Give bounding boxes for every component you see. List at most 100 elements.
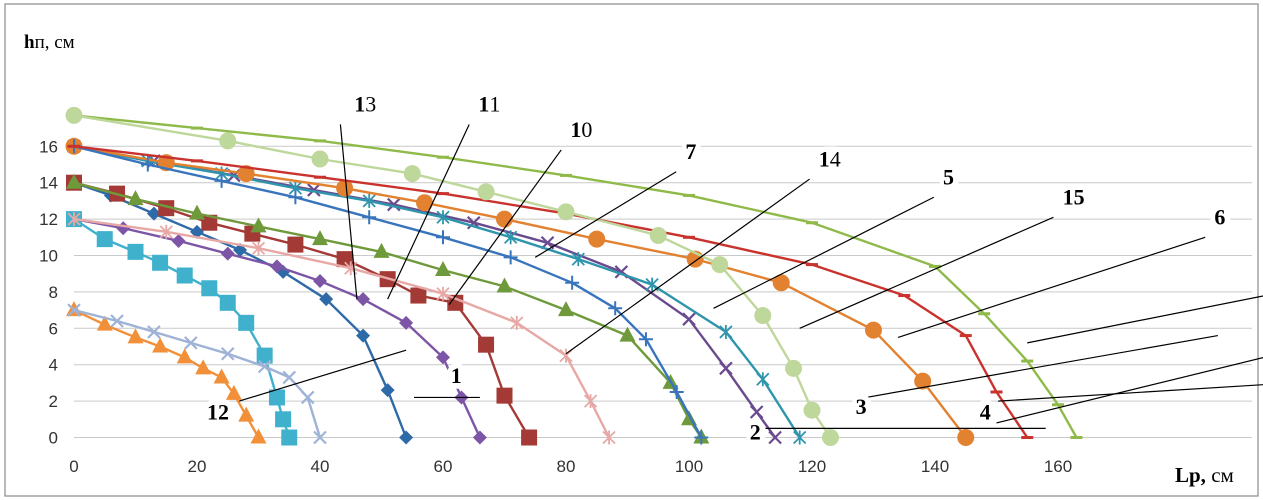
series-3-point	[373, 242, 390, 258]
callout-label-bg	[939, 164, 959, 191]
callout-label-rest: 0	[581, 117, 592, 142]
series-1-point	[380, 383, 395, 398]
callout-label-bg	[446, 362, 467, 389]
y-tick-label: 14	[39, 174, 58, 193]
series-3-point	[127, 190, 144, 206]
series-12-line	[73, 309, 260, 439]
series-8-point	[806, 263, 818, 267]
series-2-point	[410, 287, 427, 304]
series-5-point	[571, 252, 585, 267]
x-tick-label: 20	[188, 457, 207, 476]
series-9-point	[1052, 403, 1064, 407]
y-tick-label: 10	[39, 247, 58, 266]
series-5-point	[756, 372, 770, 387]
callout-leader-line	[713, 196, 935, 309]
series-8-point	[314, 175, 326, 179]
x-tick-label: 160	[1044, 457, 1072, 476]
series-13-point	[300, 390, 315, 405]
series-9-point	[978, 312, 991, 316]
series-9-point	[560, 173, 572, 177]
series-13-point	[257, 359, 272, 374]
callout-label-bold: 2	[750, 419, 761, 444]
callout-label-bg	[566, 117, 599, 144]
series-14-point	[510, 315, 524, 330]
callout-label-bg	[681, 139, 702, 166]
series-13-point	[313, 430, 327, 445]
callout-leader-line	[1027, 295, 1263, 344]
y-axis-title-bold: h	[24, 32, 35, 53]
y-axis-title: hп, см	[24, 32, 75, 53]
callout-label: 1	[451, 363, 462, 388]
series-15	[65, 106, 839, 446]
series-9-point	[929, 264, 941, 268]
callout-1: 11	[387, 91, 507, 300]
series-3-point	[496, 277, 513, 293]
series-2-point	[521, 429, 538, 446]
series-8-point	[1021, 436, 1034, 439]
y-tick-label: 0	[49, 429, 58, 448]
series-6-point	[416, 194, 434, 212]
callout-label-bg	[814, 146, 847, 173]
series-11-point	[238, 314, 255, 331]
y-tick-label: 2	[49, 392, 58, 411]
series-8-point	[683, 235, 695, 239]
callout-label-bg	[350, 91, 383, 118]
series-4-point	[307, 183, 321, 197]
y-tick-label: 12	[39, 210, 58, 229]
callout-7: 6	[897, 204, 1231, 338]
y-tick-labels: 0 2 4 6 8 10 12 14 16	[39, 137, 58, 447]
callout-8: 9	[1027, 295, 1263, 344]
y-tick-label: 8	[49, 283, 58, 302]
series-9-point	[191, 126, 203, 130]
callout-label: 4	[980, 399, 991, 424]
series-8-point	[990, 390, 1003, 394]
series-11	[66, 211, 298, 446]
series-group	[65, 106, 1083, 446]
series-15-point	[65, 106, 83, 124]
series-5-line	[73, 145, 801, 439]
callout-label-bold: 1	[570, 117, 581, 142]
series-7-point	[669, 385, 684, 399]
series-12-point	[213, 368, 230, 384]
series-2-point	[287, 236, 304, 253]
callout-label-bold: 4	[980, 399, 991, 424]
series-12-point	[225, 384, 242, 400]
x-tick-label: 140	[921, 457, 949, 476]
series-8-point	[437, 192, 449, 196]
callout-label-bg	[1210, 204, 1231, 231]
callout-4: 14	[565, 146, 847, 355]
series-12-point	[127, 328, 144, 344]
callout-leader-line	[534, 171, 677, 258]
series-11-point	[268, 389, 285, 406]
callout-label-rest: 3	[365, 92, 376, 117]
series-9-point	[1070, 436, 1083, 439]
series-7-point	[436, 230, 450, 245]
x-tick-label: 40	[311, 457, 330, 476]
callout-label: 12	[207, 399, 229, 424]
callout-label-bold: 1	[819, 146, 830, 171]
series-12-point	[152, 337, 169, 353]
series-10-point	[399, 315, 414, 330]
series-14-point	[602, 430, 616, 445]
series-1-point	[399, 430, 414, 445]
series-3-point	[435, 261, 451, 277]
series-11-point	[281, 429, 298, 446]
series-7-point	[694, 430, 709, 445]
callout-label-bold: 6	[1214, 205, 1225, 230]
series-2-point	[478, 336, 495, 353]
series-6-point	[957, 429, 975, 446]
series-15-point	[403, 165, 421, 183]
callout-label: 14	[819, 146, 841, 171]
series-1-point	[356, 328, 371, 343]
series-12-point	[96, 315, 113, 331]
x-tick-label: 100	[675, 457, 703, 476]
callouts-group: 131110714515698123412	[203, 91, 1263, 446]
series-7-point	[565, 275, 580, 290]
callout-label-bold: 1	[451, 363, 462, 388]
callout-leader-line	[799, 216, 1054, 329]
callout-2: 10	[448, 117, 599, 305]
callout-14: 12	[203, 349, 407, 426]
series-11-point	[176, 267, 193, 284]
series-15-point	[803, 401, 821, 419]
series-6-line	[73, 145, 967, 439]
